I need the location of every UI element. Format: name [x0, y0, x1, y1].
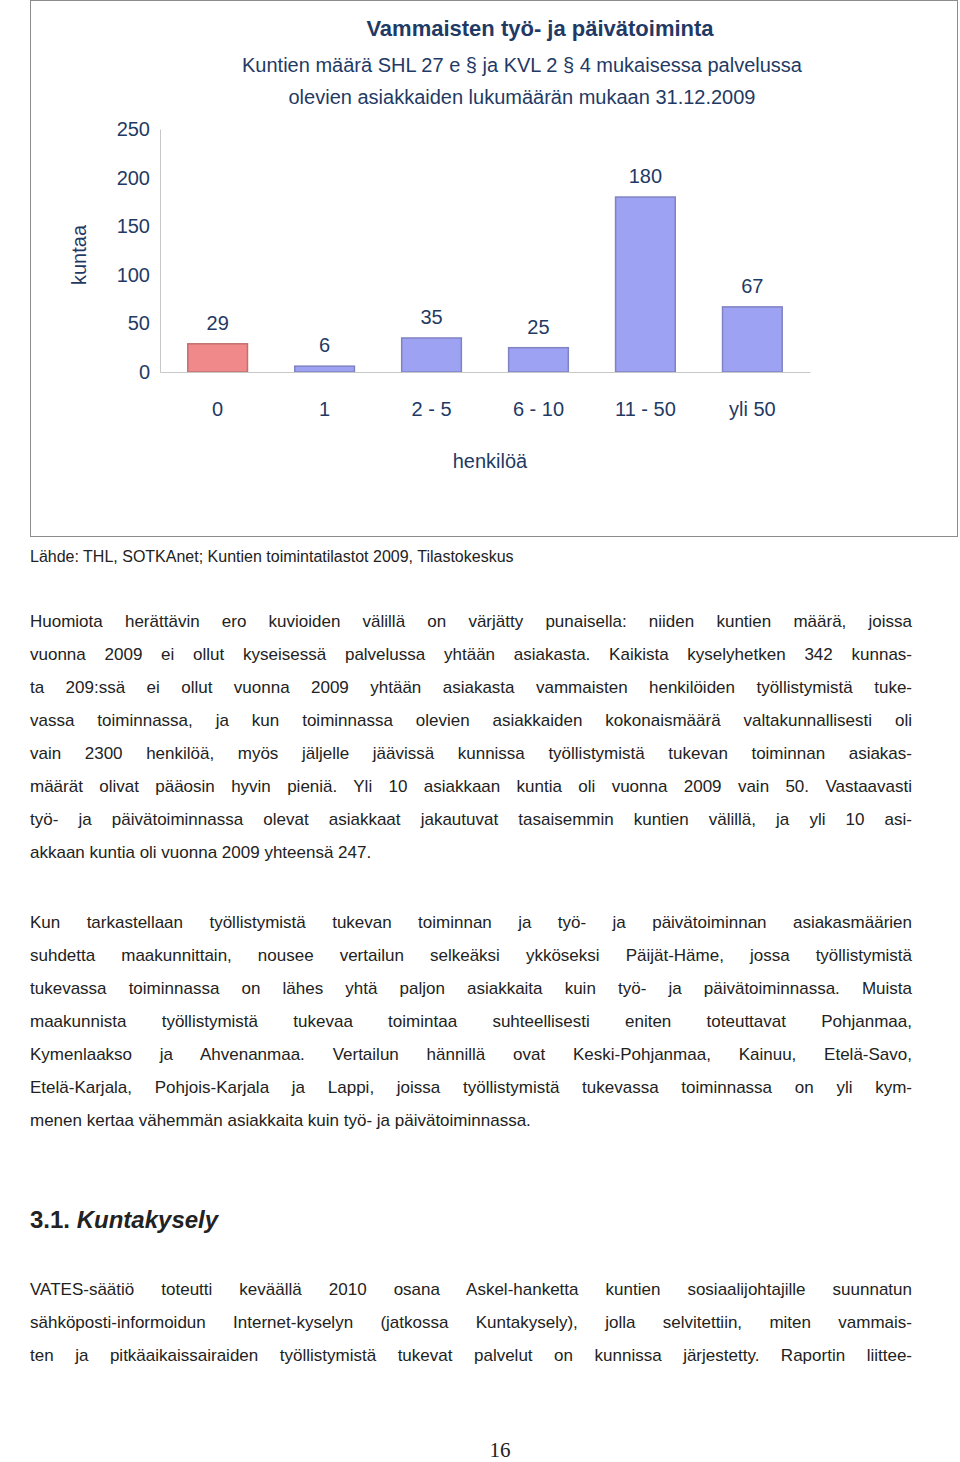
x-axis-line [161, 372, 811, 373]
x-axis: 0 1 2 - 5 6 - 10 11 - 50 yli 50 [161, 372, 811, 420]
text-line: tukevassa toiminnassa on lähes yhtä palj… [30, 972, 912, 1005]
data-label: 6 [319, 334, 330, 356]
bar [509, 348, 569, 372]
heading: 3.1. Kuntakysely [30, 1203, 218, 1237]
x-tick: 11 - 50 [615, 372, 676, 420]
x-tick: yli 50 [729, 372, 776, 420]
y-tick: 200 [117, 167, 160, 189]
y-tick-label: 100 [117, 264, 150, 286]
y-tick: 100 [117, 264, 160, 286]
data-labels: 29 6 35 25 180 67 [207, 165, 764, 356]
source: Lähde: THL, SOTKAnet; Kuntien toimintati… [30, 547, 514, 567]
bar [616, 197, 676, 372]
text-line: Kun tarkastellaan työllistymistä tukevan… [30, 906, 912, 939]
text-line: määrät olivat pääosin hyvin pieniä. Yli … [30, 770, 912, 803]
bar [295, 366, 355, 372]
chart-title: Vammaisten työ- ja päivätoiminta [366, 16, 714, 41]
y-tick-label: 250 [117, 118, 150, 140]
paragraph: VATES-säätiö toteutti keväällä 2010 osan… [30, 1273, 912, 1372]
text-line: suhdetta maakunnittain, nousee vertailun… [30, 939, 912, 972]
text-line: ta 209:ssä ei ollut vuonna 2009 yhtään a… [30, 671, 912, 704]
text-line: VATES-säätiö toteutti keväällä 2010 osan… [30, 1273, 912, 1306]
text-line: työ- ja päivätoiminnassa olevat asiakkaa… [30, 803, 912, 836]
y-axis-line [160, 130, 161, 373]
data-label: 29 [207, 312, 229, 334]
chart-subtitle: Kuntien määrä SHL 27 e § ja KVL 2 § 4 mu… [242, 54, 803, 76]
y-tick-label: 150 [117, 215, 150, 237]
y-axis-title: kuntaa [68, 224, 90, 285]
bar [188, 344, 248, 372]
x-tick: 2 - 5 [412, 372, 452, 420]
bars [188, 197, 782, 372]
chart: Vammaisten työ- ja päivätoiminta Kuntien … [30, 0, 958, 537]
x-tick-label: 0 [212, 398, 223, 420]
data-label: 67 [741, 275, 763, 297]
heading-text: Kuntakysely [77, 1206, 218, 1233]
text-line: Kymenlaakso ja Ahvenanmaa. Vertailun hän… [30, 1038, 912, 1071]
text-line: sähköposti-informoidun Internet-kyselyn … [30, 1306, 912, 1339]
paragraph: Huomiota herättävin ero kuvioiden välill… [30, 605, 912, 869]
y-tick: 250 [117, 118, 160, 140]
x-tick-label: 6 - 10 [513, 398, 564, 420]
data-label: 180 [629, 165, 662, 187]
x-tick-label: 2 - 5 [412, 398, 452, 420]
y-tick: 50 [128, 312, 160, 334]
x-tick-label: 1 [319, 398, 330, 420]
chart-subtitle: olevien asiakkaiden lukumäärän mukaan 31… [289, 86, 756, 108]
x-tick: 1 [319, 372, 330, 420]
x-tick: 6 - 10 [513, 372, 564, 420]
paragraph: Kun tarkastellaan työllistymistä tukevan… [30, 906, 912, 1137]
page-number: 16 [0, 1438, 960, 1462]
y-axis: 0 50 100 150 200 250 [117, 118, 161, 383]
y-tick-label: 0 [139, 361, 150, 383]
bar [402, 338, 462, 372]
text-line: maakunnista työllistymistä tukevaa toimi… [30, 1005, 912, 1038]
data-label: 35 [420, 306, 442, 328]
data-label: 25 [527, 316, 549, 338]
text-line: akkaan kuntia oli vuonna 2009 yhteensä 2… [30, 836, 912, 869]
text-line: Etelä-Karjala, Pohjois-Karjala ja Lappi,… [30, 1071, 912, 1104]
text-line: menen kertaa vähemmän asiakkaita kuin ty… [30, 1104, 912, 1137]
text-line: ten ja pitkäaikaissairaiden työllistymis… [30, 1339, 912, 1372]
text-line: vuonna 2009 ei ollut kyseisessä palvelus… [30, 638, 912, 671]
chart-frame [31, 1, 958, 537]
x-axis-title: henkilöä [453, 450, 528, 472]
x-tick-label: yli 50 [729, 398, 776, 420]
y-tick-label: 200 [117, 167, 150, 189]
y-tick-label: 50 [128, 312, 150, 334]
x-tick-label: 11 - 50 [615, 398, 676, 420]
y-tick: 0 [139, 361, 160, 383]
x-tick: 0 [212, 372, 223, 420]
text-line: vain 2300 henkilöä, myös jäljelle jäävis… [30, 737, 912, 770]
bar [723, 307, 783, 372]
text-line: Huomiota herättävin ero kuvioiden välill… [30, 605, 912, 638]
text-line: vassa toiminnassa, ja kun toiminnassa ol… [30, 704, 912, 737]
y-tick: 150 [117, 215, 160, 237]
heading-number: 3.1. [30, 1206, 70, 1233]
